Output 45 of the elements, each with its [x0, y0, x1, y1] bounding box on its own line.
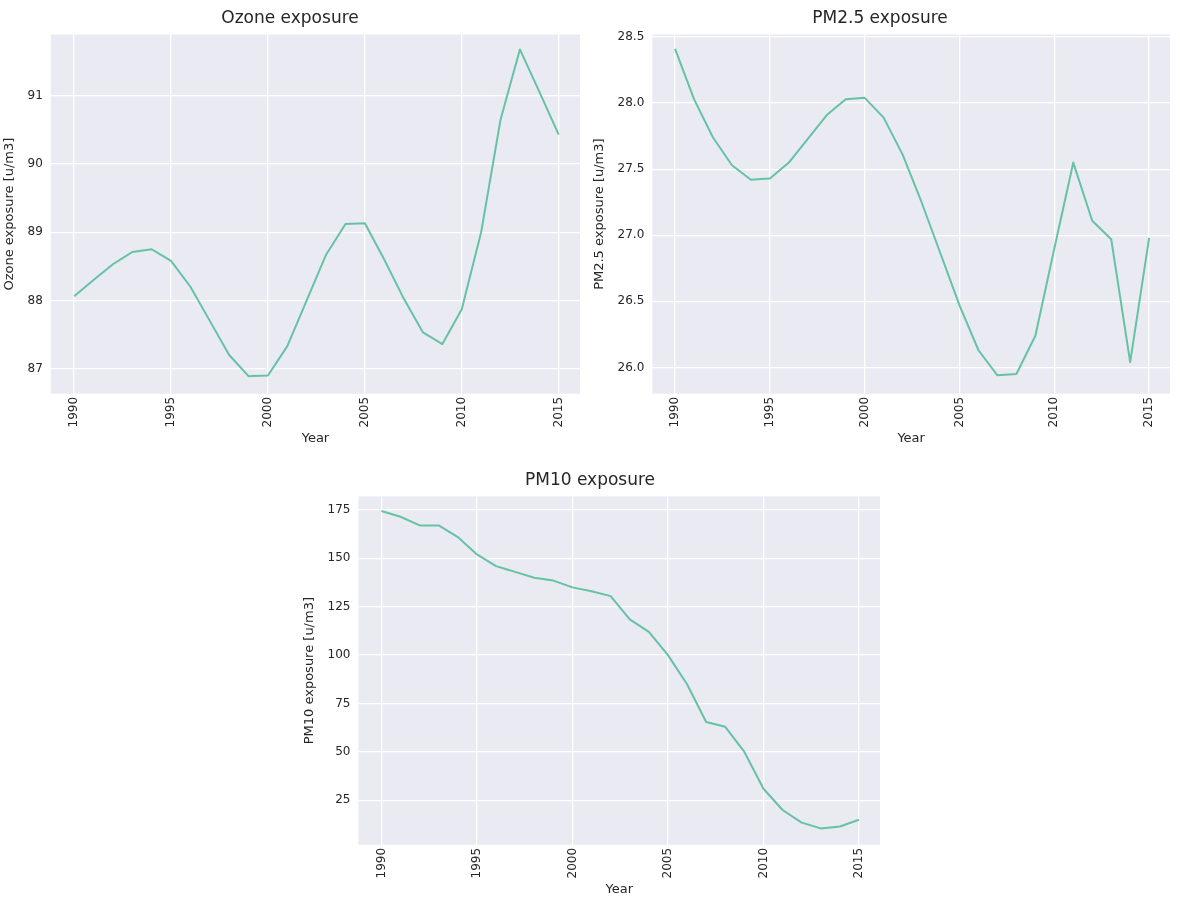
y-tick-label: 88	[27, 292, 43, 307]
y-tick-label: 90	[27, 156, 43, 171]
y-tick-label: 25	[335, 792, 351, 807]
x-tick-label: 2005	[951, 396, 966, 428]
x-tick-label: 2000	[564, 847, 579, 879]
y-axis-title: PM10 exposure [u/m3]	[301, 596, 317, 745]
x-tick-label: 1995	[163, 396, 178, 428]
x-tick-label: 2010	[453, 396, 468, 428]
x-tick-label: 1990	[66, 396, 81, 428]
y-tick-label: 27.0	[617, 227, 645, 242]
y-tick-label: 175	[327, 502, 351, 517]
y-tick-label: 26.0	[617, 359, 645, 374]
y-tick-label: 100	[327, 647, 351, 662]
x-tick-label: 2015	[851, 847, 866, 879]
x-axis-title: Year	[896, 429, 926, 445]
y-tick-label: 91	[27, 87, 43, 102]
y-tick-label: 125	[327, 598, 351, 613]
x-tick-label: 2000	[856, 396, 871, 428]
y-tick-label: 28.0	[617, 95, 645, 110]
chart-title: PM2.5 exposure	[812, 6, 948, 27]
x-axis-title: Year	[300, 429, 330, 445]
y-axis-title: Ozone exposure [u/m3]	[1, 137, 17, 291]
x-tick-label: 2005	[660, 847, 675, 879]
x-axis-title: Year	[604, 880, 634, 896]
y-tick-label: 27.5	[617, 161, 645, 176]
chart-title: Ozone exposure	[221, 6, 359, 27]
x-tick-label: 2010	[755, 847, 770, 879]
y-tick-label: 89	[27, 224, 43, 239]
y-tick-label: 50	[335, 744, 351, 759]
x-tick-label: 1990	[667, 396, 682, 428]
x-tick-label: 2015	[550, 396, 565, 428]
y-tick-label: 28.5	[617, 29, 645, 44]
y-tick-label: 87	[27, 360, 43, 375]
y-tick-label: 150	[327, 550, 351, 565]
x-tick-label: 1995	[469, 847, 484, 879]
x-tick-label: 2015	[1141, 396, 1156, 428]
x-tick-label: 2010	[1046, 396, 1061, 428]
chart-title: PM10 exposure	[524, 468, 656, 489]
x-tick-label: 2005	[356, 396, 371, 428]
y-axis-title: PM2.5 exposure [u/m3]	[591, 138, 607, 290]
x-tick-label: 2000	[260, 396, 275, 428]
x-tick-label: 1990	[373, 847, 388, 879]
x-tick-label: 1995	[762, 396, 777, 428]
y-tick-label: 75	[335, 695, 351, 710]
y-tick-label: 26.5	[617, 293, 645, 308]
